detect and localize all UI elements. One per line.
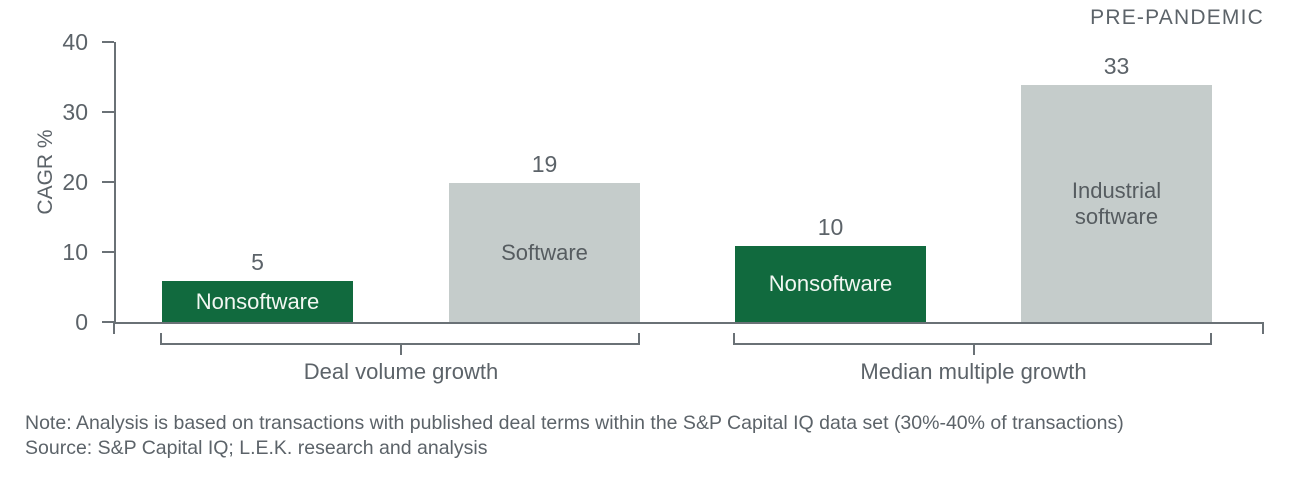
y-tick-label-30: 30: [62, 99, 88, 125]
bar-nonsoftware-median-multiple-growth: Nonsoftware: [735, 246, 926, 322]
y-axis-line: [114, 42, 116, 324]
group-bracket-tick-median-multiple-growth: [972, 344, 975, 355]
note-text: Note: Analysis is based on transactions …: [25, 412, 1124, 434]
bar-industrial-software-median-multiple-growth: Industrial software: [1021, 85, 1212, 322]
y-tick-mark-20: [102, 181, 114, 183]
x-axis-end-tick-right: [1262, 322, 1264, 334]
bar-label: Industrial software: [1071, 177, 1162, 229]
bar-label: Software: [501, 239, 588, 265]
x-axis-line: [114, 322, 1264, 324]
y-tick-label-40: 40: [62, 29, 88, 55]
bar-label: Nonsoftware: [195, 288, 320, 314]
bar-software-deal-volume-growth: Software: [449, 183, 640, 322]
chart-tag: PRE-PANDEMIC: [1090, 6, 1264, 29]
y-tick-label-20: 20: [62, 169, 88, 195]
y-tick-label-10: 10: [62, 239, 88, 265]
bar-value-nonsoftware-deal-volume-growth: 5: [251, 249, 264, 275]
bar-value-industrial-software-median-multiple-growth: 33: [1103, 53, 1130, 79]
bar-value-software-deal-volume-growth: 19: [531, 151, 558, 177]
y-tick-label-0: 0: [75, 309, 88, 335]
bar-value-nonsoftware-median-multiple-growth: 10: [817, 214, 844, 240]
group-label-median-multiple-growth: Median multiple growth: [860, 359, 1087, 384]
y-tick-mark-10: [102, 251, 114, 253]
x-axis-end-tick-left: [113, 322, 115, 334]
y-tick-mark-30: [102, 111, 114, 113]
bar-nonsoftware-deal-volume-growth: Nonsoftware: [162, 281, 353, 322]
group-label-deal-volume-growth: Deal volume growth: [303, 359, 499, 384]
y-tick-mark-0: [102, 321, 114, 323]
y-tick-mark-40: [102, 41, 114, 43]
bar-label: Nonsoftware: [768, 271, 893, 296]
source-text: Source: S&P Capital IQ; L.E.K. research …: [25, 437, 488, 459]
group-bracket-tick-deal-volume-growth: [400, 344, 402, 355]
